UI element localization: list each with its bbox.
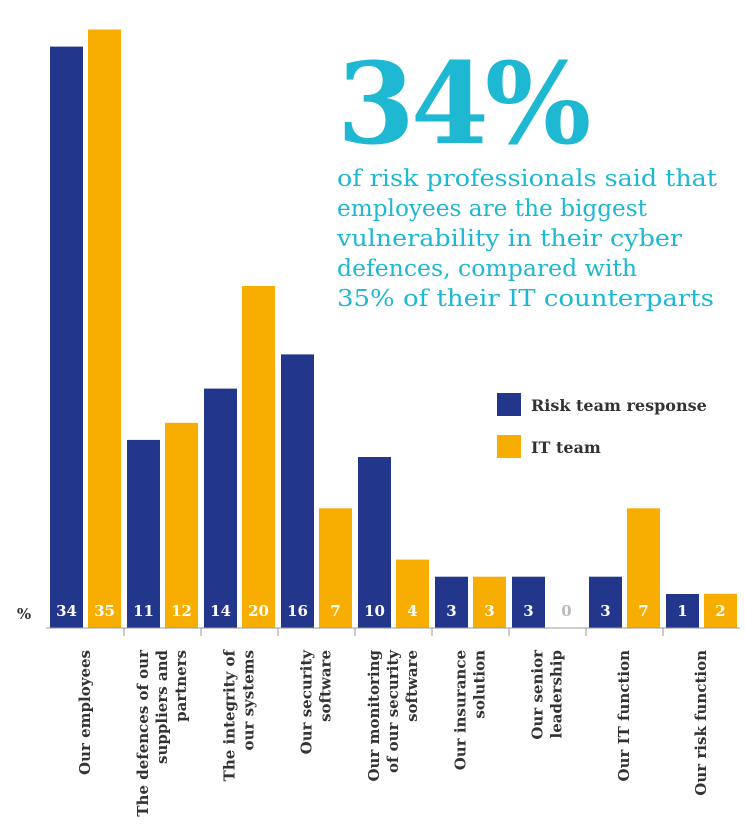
legend-label-it: IT team [531,438,601,457]
legend-swatch-it [497,435,521,458]
legend-swatch-risk [497,393,521,416]
category-label-line: software [317,650,335,722]
bar-it-our-monitoring-of-our-security-software [396,559,429,628]
legend-label-risk: Risk team response [531,396,707,415]
value-label-risk-the-integrity-of-our-systems: 14 [210,602,231,620]
category-label-line: our systems [240,650,258,750]
category-label-the-integrity-of-our-systems: The integrity of our systems [221,648,258,781]
unit-label: % [17,605,31,623]
value-label-risk-our-risk-function: 1 [677,602,687,620]
value-label-risk-the-defences-of-our-suppliers-and-partners: 11 [133,602,154,620]
bar-risk-our-senior-leadership [512,576,545,628]
headline-big-number: 34% [337,39,589,170]
category-label-line: Our senior [529,649,547,740]
x-axis [46,627,740,636]
value-label-risk-our-insurance-solution: 3 [446,602,456,620]
category-label-line: partners [172,650,190,722]
category-label-line: leadership [548,650,566,738]
legend: Risk team response IT team [497,393,707,458]
bar-it-our-it-function [627,508,660,628]
category-label-line: The defences of our [134,649,152,817]
category-label-line: Our risk function [692,650,710,796]
category-label-line: Our insurance [452,650,470,770]
value-label-it-our-senior-leadership: 0 [561,602,571,620]
value-labels-group: 34 35 11 12 14 20 16 7 10 4 3 3 3 0 3 7 1 2 [56,602,726,620]
category-label-our-insurance-solution: Our insurance solution [452,650,489,770]
headline-line-5: 35% of their IT counterparts [337,286,714,312]
category-label-line: Our employees [76,650,94,775]
bar-it-our-insurance-solution [473,576,506,628]
value-label-risk-our-it-function: 3 [600,602,610,620]
bar-risk-our-employees [50,46,83,629]
category-label-line: suppliers and [153,649,171,763]
bar-risk-our-insurance-solution [435,576,468,628]
bar-risk-our-security-software [281,354,314,628]
value-label-it-our-security-software: 7 [330,602,340,620]
bar-it-the-integrity-of-our-systems [242,286,275,628]
value-label-risk-our-security-software: 16 [287,602,308,620]
value-label-it-the-defences-of-our-suppliers-and-partners: 12 [171,602,192,620]
category-label-the-defences-of-our-suppliers-and-partners: The defences of our suppliers and partners [134,649,190,817]
value-label-it-our-employees: 35 [94,602,115,620]
bar-it-our-risk-function [704,593,737,628]
value-label-risk-our-employees: 34 [56,602,77,620]
value-label-it-our-insurance-solution: 3 [484,602,494,620]
category-labels-group: Our employees The defences of our supplier… [76,648,710,816]
value-label-it-the-integrity-of-our-systems: 20 [248,602,269,620]
category-label-line: solution [471,650,489,719]
category-label-line: of our security [384,649,402,773]
value-label-risk-our-senior-leadership: 3 [523,602,533,620]
category-label-line: software [403,650,421,722]
bar-it-our-employees [88,29,121,628]
bar-risk-our-monitoring-of-our-security-software [358,457,391,628]
category-label-line: Our security [298,649,316,755]
category-label-our-risk-function: Our risk function [692,650,710,796]
bar-risk-our-it-function [589,576,622,628]
category-label-our-it-function: Our IT function [615,650,633,782]
headline-line-3: vulnerability in their cyber [336,226,682,252]
bar-it-our-security-software [319,508,352,628]
category-label-line: The integrity of [221,648,239,781]
bar-it-the-defences-of-our-suppliers-and-partners [165,422,198,628]
category-label-our-senior-leadership: Our senior leadership [529,649,566,740]
value-label-it-our-monitoring-of-our-security-software: 4 [407,602,417,620]
headline-line-1: of risk professionals said that [337,166,718,192]
value-label-risk-our-monitoring-of-our-security-software: 10 [364,602,385,620]
category-label-line: Our monitoring [365,649,383,781]
category-label-line: Our IT function [615,650,633,782]
category-label-our-monitoring-of-our-security-software: Our monitoring of our security software [365,649,421,782]
bar-risk-the-integrity-of-our-systems [204,388,237,628]
bar-risk-our-risk-function [666,594,699,628]
category-label-our-employees: Our employees [76,650,94,775]
headline-line-2: employees are the biggest [337,196,648,222]
headline-line-4: defences, compared with [337,256,637,282]
bar-risk-the-defences-of-our-suppliers-and-partners [127,439,160,628]
bars-group [50,29,737,629]
value-label-it-our-risk-function: 2 [715,602,725,620]
category-label-our-security-software: Our security software [298,649,335,755]
value-label-it-our-it-function: 7 [638,602,648,620]
